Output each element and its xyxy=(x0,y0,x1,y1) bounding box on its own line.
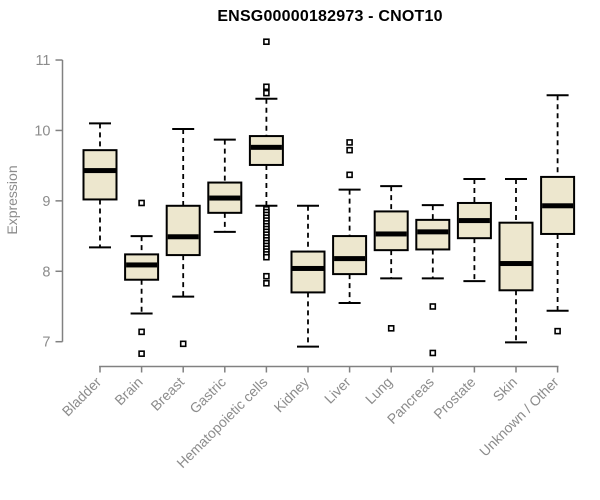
outlier-marker-hematopoietic-cells xyxy=(263,253,270,261)
y-tick-label: 11 xyxy=(35,53,50,69)
median-line-skin xyxy=(500,261,532,267)
outlier-marker-hematopoietic-cells xyxy=(263,272,270,280)
category-label-skin: Skin xyxy=(490,374,521,405)
outlier-marker-hematopoietic-cells xyxy=(263,89,270,97)
category-label-unknown-other: Unknown / Other xyxy=(476,374,562,460)
y-tick-label: 7 xyxy=(42,335,50,351)
y-tick-label: 9 xyxy=(42,194,50,210)
outlier-marker-brain xyxy=(138,350,145,357)
median-line-unknown-other xyxy=(542,203,574,209)
category-label-kidney: Kidney xyxy=(271,374,313,416)
category-label-breast: Breast xyxy=(147,374,187,414)
box-lung xyxy=(373,210,409,252)
category-label-prostate: Prostate xyxy=(430,374,478,422)
median-line-pancreas xyxy=(417,229,449,235)
median-line-brain xyxy=(126,262,158,268)
median-line-kidney xyxy=(292,265,324,271)
category-label-bladder: Bladder xyxy=(59,374,105,420)
outlier-marker-hematopoietic-cells xyxy=(263,38,270,46)
box-pancreas xyxy=(415,218,451,251)
median-line-lung xyxy=(375,231,407,237)
y-tick-label: 10 xyxy=(34,123,50,139)
box-bladder xyxy=(82,149,118,201)
outlier-marker-unknown-other xyxy=(554,327,561,335)
median-line-liver xyxy=(334,256,366,262)
median-line-breast xyxy=(167,234,199,240)
outlier-marker-hematopoietic-cells xyxy=(263,279,270,287)
outlier-marker-lung xyxy=(387,325,395,332)
median-line-bladder xyxy=(84,168,116,174)
outlier-marker-liver xyxy=(346,146,353,154)
outlier-marker-pancreas xyxy=(429,303,437,310)
outlier-marker-liver xyxy=(346,139,353,146)
category-label-lung: Lung xyxy=(362,374,395,407)
outlier-marker-breast xyxy=(179,340,187,348)
outlier-marker-brain xyxy=(138,328,145,336)
chart-title: ENSG00000182973 - CNOT10 xyxy=(217,8,443,25)
box-skin xyxy=(498,221,534,292)
median-line-hematopoietic-cells xyxy=(250,144,282,150)
box-kidney xyxy=(290,250,326,294)
outlier-marker-pancreas xyxy=(429,349,437,357)
category-label-liver: Liver xyxy=(321,374,354,407)
outlier-marker-hematopoietic-cells xyxy=(263,83,270,91)
box-liver xyxy=(332,235,368,276)
box-breast xyxy=(165,204,201,257)
category-label-brain: Brain xyxy=(111,374,145,408)
y-tick-label: 8 xyxy=(42,264,50,280)
box-hematopoietic-cells xyxy=(248,135,284,166)
outlier-marker-liver xyxy=(346,171,353,179)
median-line-gastric xyxy=(209,195,241,201)
median-line-prostate xyxy=(458,218,490,224)
outlier-marker-brain xyxy=(138,199,145,207)
